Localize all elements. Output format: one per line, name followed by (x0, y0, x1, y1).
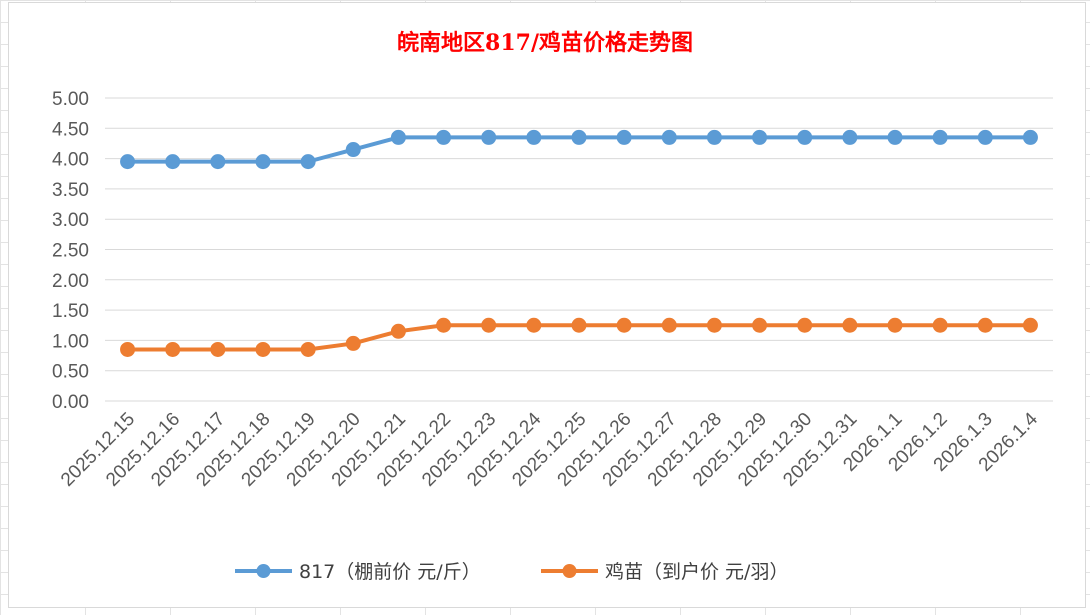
data-point[interactable] (120, 154, 136, 170)
data-point[interactable] (797, 317, 813, 333)
data-point[interactable] (300, 341, 316, 357)
data-point[interactable] (436, 317, 452, 333)
y-tick-label: 0.00 (52, 392, 89, 413)
data-point[interactable] (526, 317, 542, 333)
y-tick-label: 3.00 (52, 210, 89, 231)
legend[interactable]: 817（棚前价 元/斤） 鸡苗（到户价 元/羽） (235, 561, 788, 583)
data-point[interactable] (255, 341, 271, 357)
data-point[interactable] (255, 154, 271, 170)
data-point[interactable] (436, 129, 452, 145)
data-point[interactable] (616, 129, 632, 145)
y-tick-label: 0.50 (52, 362, 89, 383)
y-tick-label: 3.50 (52, 180, 89, 201)
data-point[interactable] (661, 129, 677, 145)
series-layer (120, 129, 1038, 357)
series-2[interactable] (120, 317, 1038, 357)
data-point[interactable] (165, 341, 181, 357)
data-point[interactable] (842, 317, 858, 333)
y-tick-label: 2.50 (52, 241, 89, 262)
y-axis-ticks: 0.00 0.50 1.00 1.50 2.00 2.50 3.00 3.50 4.00 4.50… (52, 89, 89, 413)
y-tick-label: 2.00 (52, 271, 89, 292)
data-point[interactable] (977, 129, 993, 145)
data-point[interactable] (706, 317, 722, 333)
chart-title: 皖南地区817/鸡苗价格走势图 (397, 30, 693, 56)
y-tick-label: 5.00 (52, 89, 89, 110)
chart-frame[interactable] (8, 2, 1086, 608)
legend-label: 817（棚前价 元/斤） (299, 561, 481, 583)
data-point[interactable] (345, 142, 361, 158)
y-tick-label: 1.00 (52, 331, 89, 352)
data-point[interactable] (210, 154, 226, 170)
data-point[interactable] (481, 317, 497, 333)
data-point[interactable] (706, 129, 722, 145)
data-point[interactable] (571, 129, 587, 145)
data-point[interactable] (210, 341, 226, 357)
data-point[interactable] (932, 317, 948, 333)
x-axis-ticks: 2025.12.152025.12.162025.12.172025.12.18… (57, 408, 1042, 490)
data-point[interactable] (661, 317, 677, 333)
data-point[interactable] (887, 317, 903, 333)
data-point[interactable] (345, 335, 361, 351)
y-tick-label: 4.00 (52, 150, 89, 171)
data-point[interactable] (752, 129, 768, 145)
series-1[interactable] (120, 129, 1038, 170)
data-point[interactable] (165, 154, 181, 170)
data-point[interactable] (1022, 129, 1038, 145)
data-point[interactable] (887, 129, 903, 145)
data-point[interactable] (526, 129, 542, 145)
data-point[interactable] (616, 317, 632, 333)
data-point[interactable] (390, 323, 406, 339)
legend-label: 鸡苗（到户价 元/羽） (605, 561, 788, 583)
data-point[interactable] (752, 317, 768, 333)
data-point[interactable] (300, 154, 316, 170)
data-point[interactable] (571, 317, 587, 333)
gridlines (105, 97, 1053, 402)
data-point[interactable] (797, 129, 813, 145)
data-point[interactable] (1022, 317, 1038, 333)
data-point[interactable] (481, 129, 497, 145)
data-point[interactable] (932, 129, 948, 145)
data-point[interactable] (120, 341, 136, 357)
y-tick-label: 1.50 (52, 301, 89, 322)
data-point[interactable] (842, 129, 858, 145)
data-point[interactable] (390, 129, 406, 145)
legend-marker (562, 564, 577, 578)
legend-marker (256, 564, 271, 578)
legend-entry[interactable]: 817（棚前价 元/斤） (235, 561, 481, 583)
legend-entry[interactable]: 鸡苗（到户价 元/羽） (541, 561, 788, 583)
y-tick-label: 4.50 (52, 119, 89, 140)
data-point[interactable] (977, 317, 993, 333)
